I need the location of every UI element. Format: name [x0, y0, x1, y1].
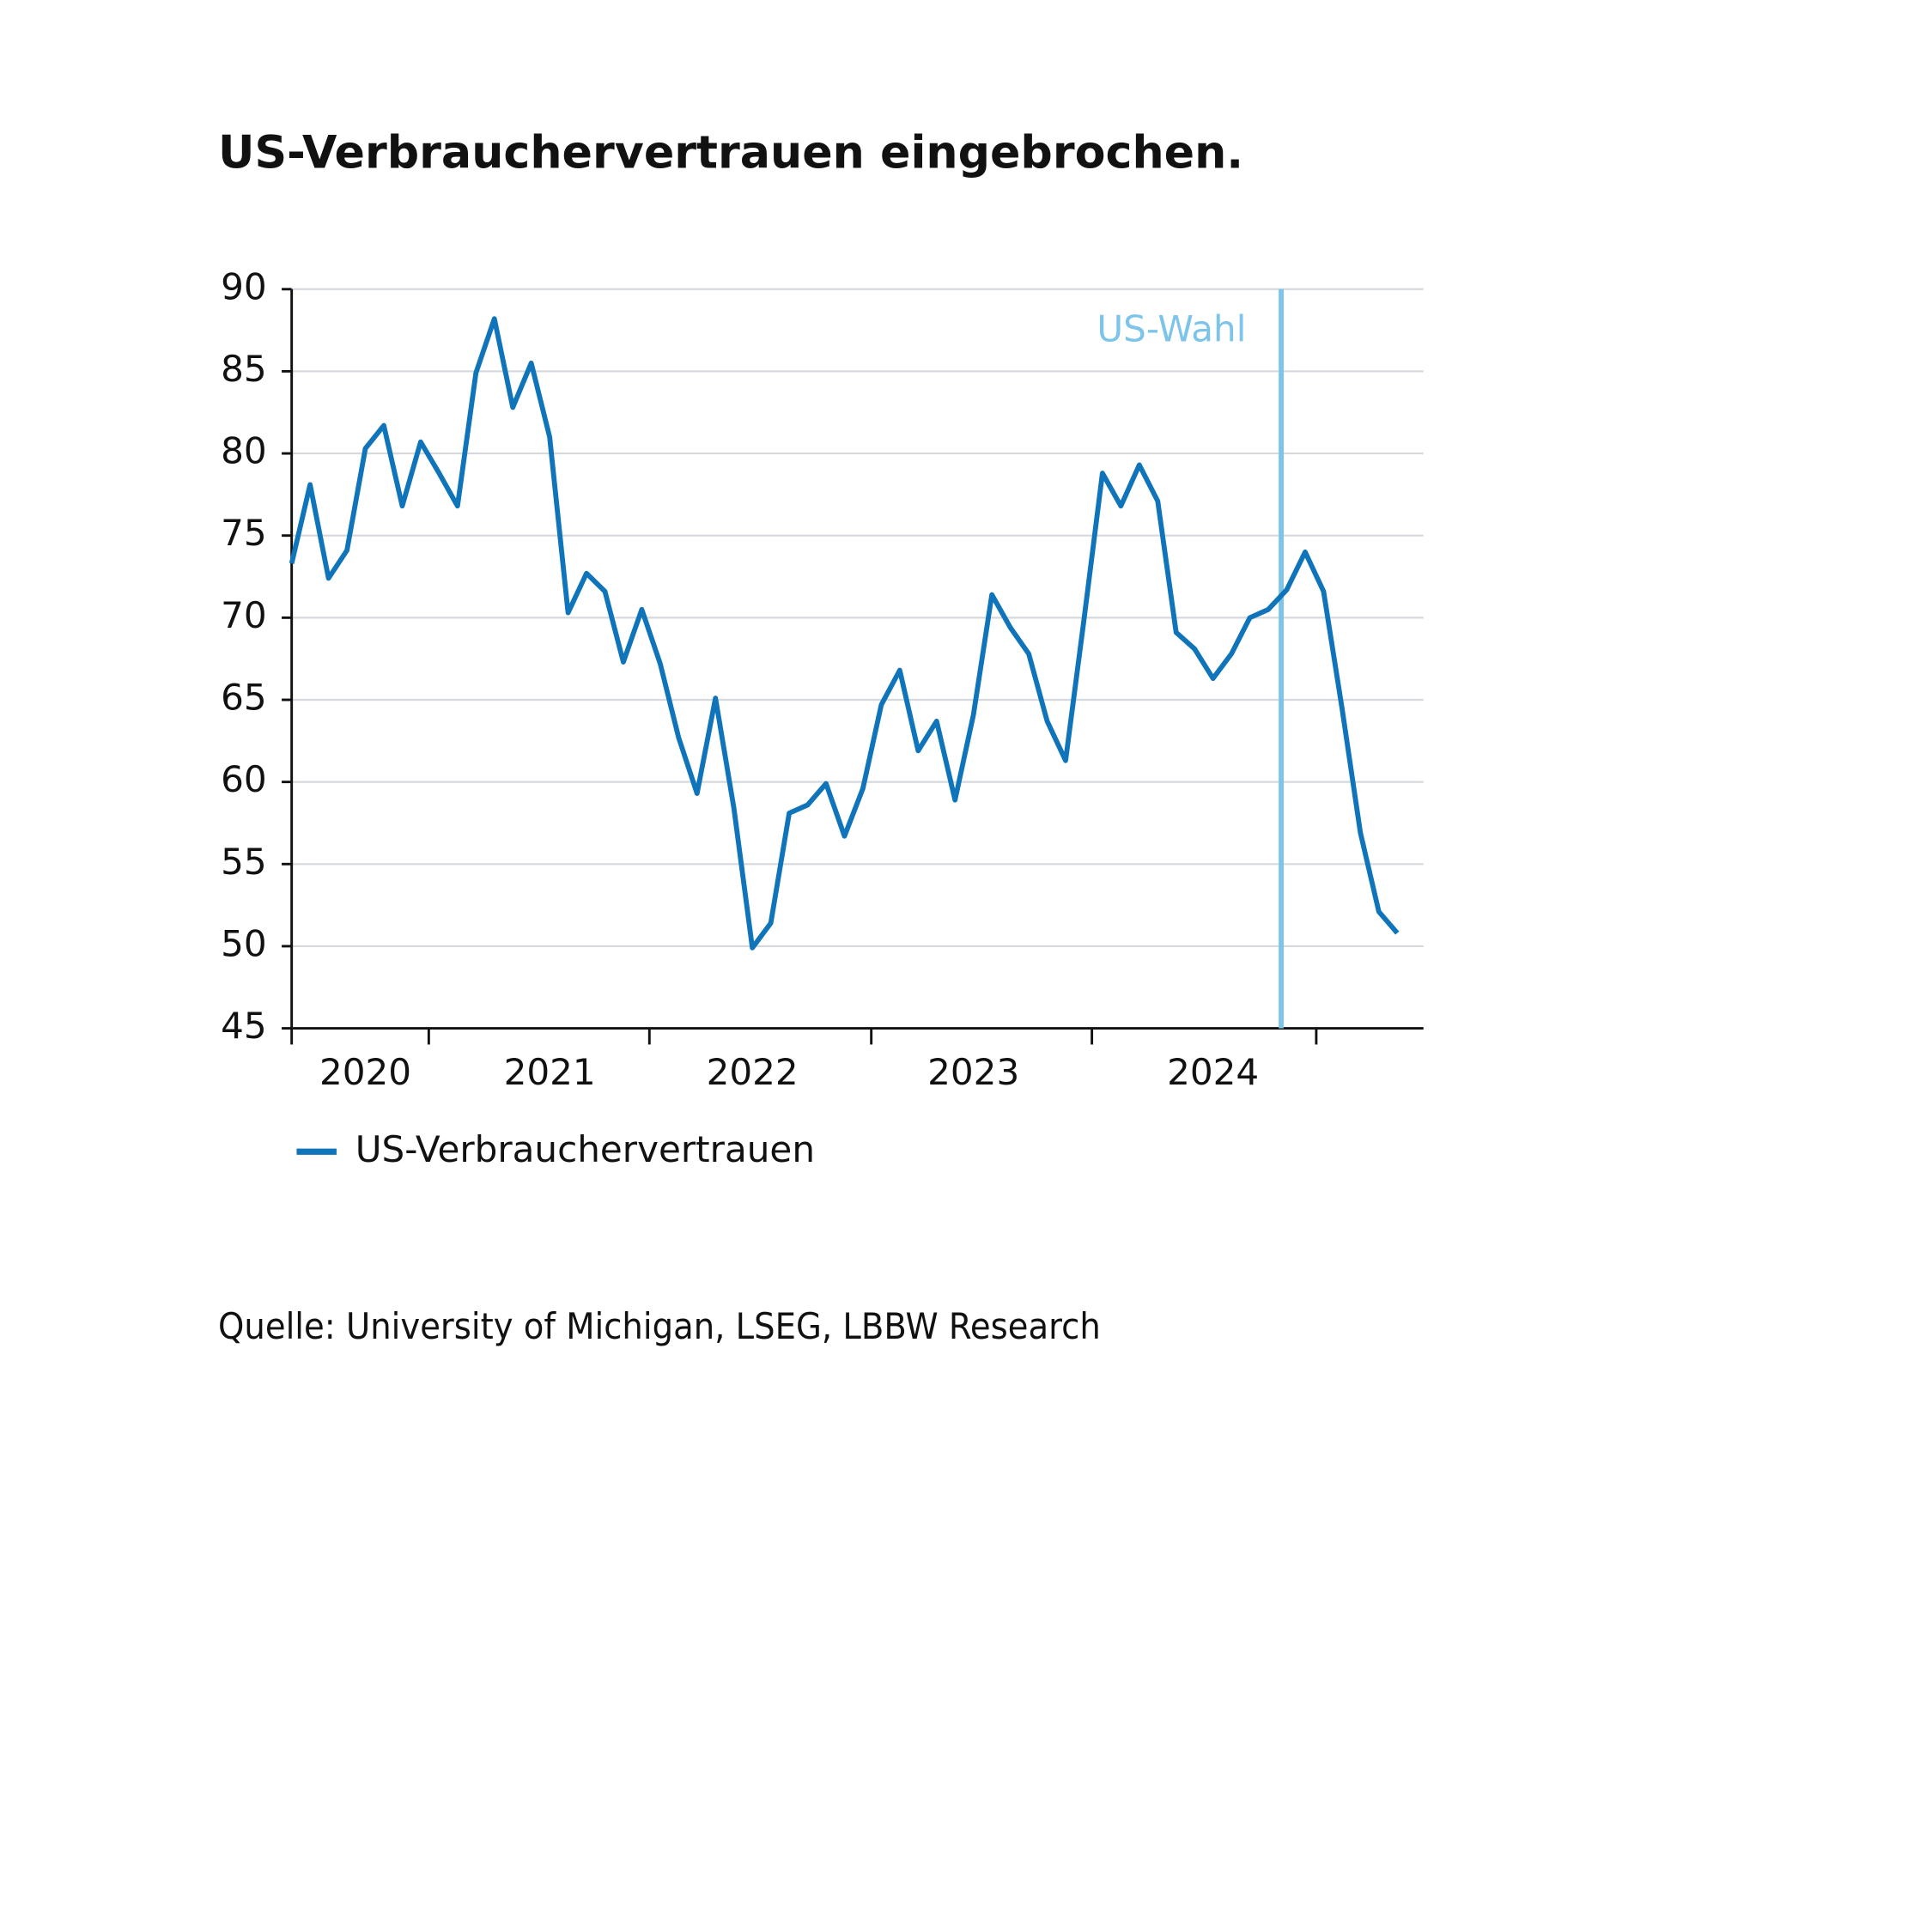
x-tick-label: 2021 — [504, 1051, 596, 1093]
y-tick-label: 75 — [221, 512, 267, 554]
legend-label: US-Verbrauchervertrauen — [355, 1128, 815, 1170]
x-tick-label: 2023 — [927, 1051, 1019, 1093]
y-tick-label: 80 — [221, 430, 267, 472]
source-note: Quelle: University of Michigan, LSEG, LB… — [218, 1305, 1101, 1347]
y-tick-label: 70 — [221, 594, 267, 636]
x-axis-ticks — [290, 1028, 1318, 1045]
y-tick-label: 60 — [221, 758, 267, 800]
data-line — [289, 316, 1400, 951]
y-tick-label: 45 — [221, 1005, 267, 1047]
y-tick-label: 55 — [221, 841, 267, 883]
event-label: US-Wahl — [1097, 308, 1246, 350]
x-tick-label: 2024 — [1167, 1051, 1259, 1093]
y-tick-label: 65 — [221, 677, 267, 719]
x-tick-label: 2020 — [319, 1051, 411, 1093]
y-tick-label: 90 — [221, 265, 267, 307]
y-tick-label: 85 — [221, 348, 267, 390]
chart-title: US-Verbrauchervertrauen eingebrochen. — [218, 127, 1243, 179]
x-tick-label: 2022 — [707, 1051, 799, 1093]
y-tick-label: 50 — [221, 922, 267, 964]
